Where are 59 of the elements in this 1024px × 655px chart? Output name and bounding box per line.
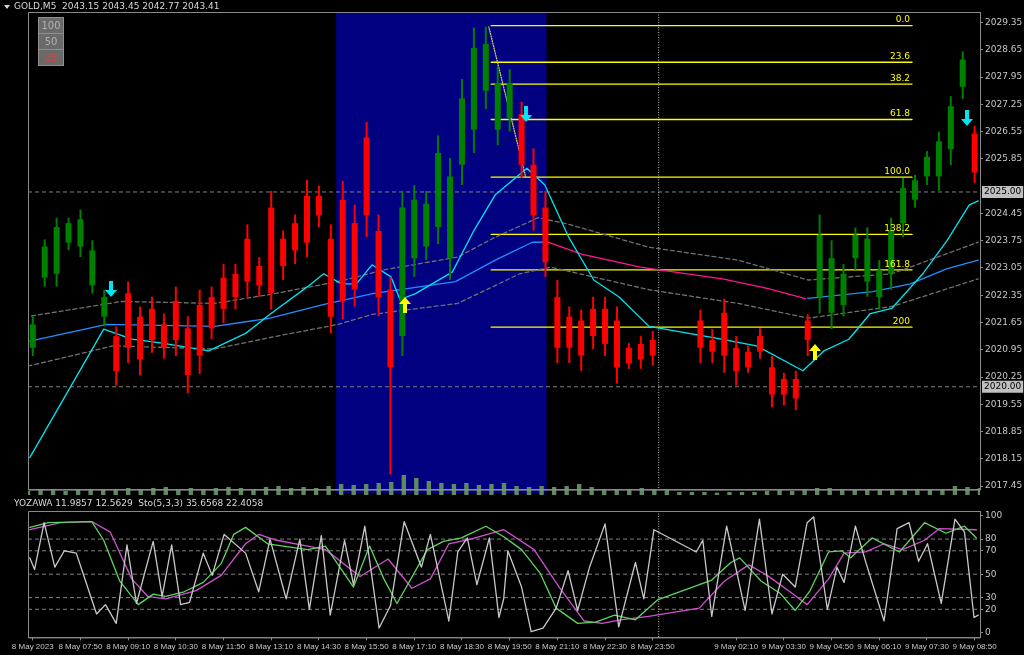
y-tick-label: 2029.35: [985, 16, 1023, 27]
series-label: 0.0: [895, 14, 911, 25]
y-tick-label: 2025.85: [985, 153, 1023, 164]
x-tick-label: 9 May 04:50: [809, 642, 855, 652]
y-tick-label: 20: [985, 603, 997, 614]
x-tick-label: 9 May 02:10: [714, 642, 759, 652]
y-tick-label: 30: [985, 591, 997, 602]
y-tick-label: 70: [985, 545, 997, 556]
x-tick-label: 9 May 03:30: [761, 642, 807, 652]
annotation: 100: [38, 17, 64, 34]
series-label: 200: [892, 316, 911, 326]
y-tick-label: 2017.45: [985, 480, 1023, 491]
x-tick-label: 8 May 11:50: [201, 642, 246, 652]
y-tick-label: 50: [985, 568, 997, 579]
series-label: 61.8: [890, 108, 911, 119]
y-tick-label: 2018.15: [985, 453, 1023, 464]
x-tick-label: 8 May 23:50: [630, 642, 676, 652]
y-tick-label: 80: [985, 533, 997, 544]
x-tick-label: 9 May 06:10: [857, 642, 902, 652]
chart-title: GOLD,M5 2043.15 2043.45 2042.77 2043.41: [14, 1, 220, 11]
series-label: 138.2: [884, 223, 911, 234]
y-tick-label: 2022.35: [985, 289, 1023, 300]
x-tick-label: 8 May 14:30: [296, 642, 342, 652]
y-tick-label: 2021.65: [985, 316, 1023, 327]
x-tick-label: 8 May 19:50: [487, 642, 533, 652]
y-tick-label: 0: [985, 627, 991, 638]
x-tick-label: 8 May 09:10: [106, 642, 151, 652]
y-tick-label: 2018.85: [985, 425, 1023, 436]
y-tick-label: 2028.65: [985, 44, 1023, 55]
x-tick-label: 9 May 07:30: [904, 642, 950, 652]
y-tick-label: 2023.05: [985, 262, 1023, 273]
x-tick-label: 8 May 10:30: [153, 642, 199, 652]
series-label: 38.2: [890, 72, 911, 83]
y-tick-label: 2020.95: [985, 344, 1023, 355]
y-tick-label: 2020.25: [985, 371, 1023, 382]
annotation: 25: [38, 49, 64, 66]
series-label: 23.6: [890, 51, 911, 62]
series-label: 100.0: [884, 166, 911, 177]
x-tick-label: 8 May 21:10: [535, 642, 580, 652]
y-tick-label: 2024.45: [985, 207, 1023, 218]
chart-title: YOZAWA 11.9857 12.5629 Sto(5,3,3) 35.6568 22.4058: [14, 498, 264, 508]
x-tick-label: 8 May 15:50: [344, 642, 390, 652]
series-label: 161.8: [884, 258, 911, 269]
ref-line-label: 2020.00: [984, 381, 1022, 392]
y-tick-label: 2026.55: [985, 125, 1023, 136]
x-tick-label: 8 May 2023: [11, 642, 55, 652]
x-tick-label: 8 May 17:10: [392, 642, 437, 652]
y-tick-label: 2027.95: [985, 71, 1023, 82]
x-tick-label: 8 May 18:30: [439, 642, 485, 652]
y-tick-label: 2019.55: [985, 398, 1023, 409]
x-tick-label: 9 May 08:50: [952, 642, 998, 652]
x-tick-label: 8 May 13:10: [249, 642, 294, 652]
x-tick-label: 8 May 07:50: [58, 642, 104, 652]
y-tick-label: 100: [985, 510, 1003, 521]
ref-line-label: 2025.00: [984, 186, 1022, 197]
y-tick-label: 2027.25: [985, 98, 1023, 109]
y-tick-label: 2023.75: [985, 235, 1023, 246]
annotation: 50: [38, 33, 64, 50]
x-tick-label: 8 May 22:30: [583, 642, 628, 652]
